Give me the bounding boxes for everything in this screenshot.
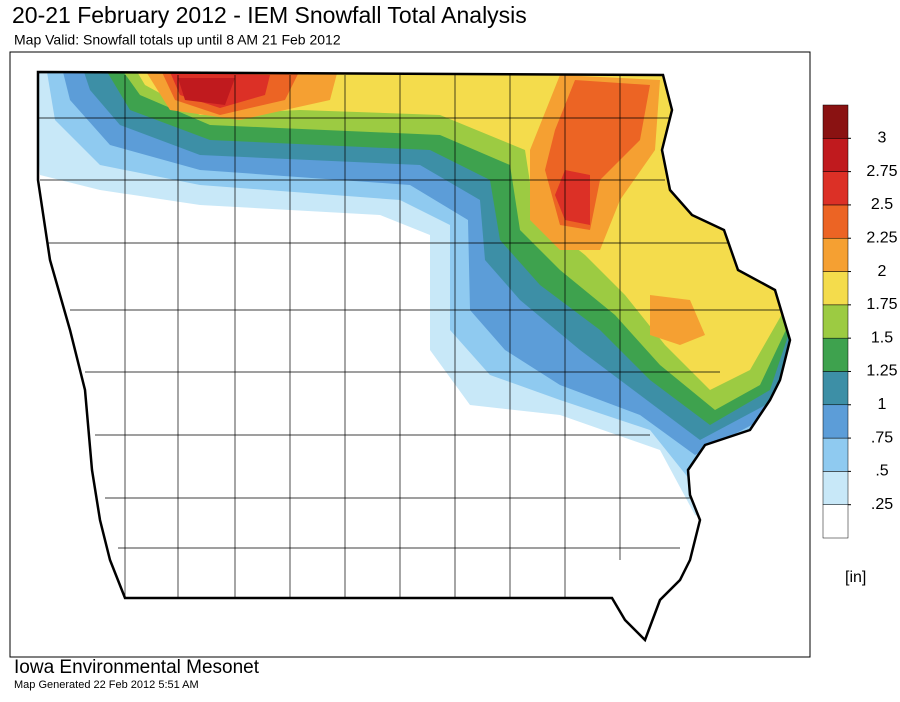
legend-swatch bbox=[822, 138, 849, 172]
legend-tick-label: 2.75 bbox=[866, 163, 897, 180]
contour-fill bbox=[178, 78, 235, 105]
legend-swatch bbox=[822, 204, 849, 239]
county-lines bbox=[38, 75, 785, 598]
snowfall-contours bbox=[38, 72, 790, 640]
legend-swatch bbox=[822, 271, 849, 306]
legend-tick-label: 1.5 bbox=[871, 329, 893, 346]
legend-swatch bbox=[822, 171, 849, 206]
legend-swatch bbox=[822, 404, 849, 439]
legend-tick-label: 1 bbox=[878, 396, 887, 413]
footer-org: Iowa Environmental Mesonet bbox=[14, 657, 260, 678]
legend-unit: [in] bbox=[845, 569, 866, 586]
legend-tick-label: 1.25 bbox=[866, 363, 897, 380]
legend-tick-label: .5 bbox=[875, 463, 888, 480]
legend-tick-label: 2 bbox=[878, 263, 887, 280]
legend-swatch bbox=[822, 437, 849, 472]
legend-swatch bbox=[822, 104, 849, 139]
footer-generated: Map Generated 22 Feb 2012 5:51 AM bbox=[14, 679, 199, 691]
legend-tick-label: 2.5 bbox=[871, 196, 893, 213]
legend-tick-label: .75 bbox=[871, 429, 893, 446]
legend-swatch bbox=[822, 471, 849, 505]
legend-tick-label: .25 bbox=[871, 496, 893, 513]
title: 20-21 February 2012 - IEM Snowfall Total… bbox=[12, 2, 527, 28]
legend-swatch bbox=[822, 237, 849, 272]
subtitle: Map Valid: Snowfall totals up until 8 AM… bbox=[14, 32, 341, 48]
legend-swatch bbox=[822, 337, 849, 372]
legend-swatch bbox=[822, 504, 849, 539]
state-outline bbox=[36, 70, 792, 643]
legend-tick-label: 3 bbox=[878, 130, 887, 147]
legend-swatch bbox=[822, 304, 849, 339]
legend-swatch bbox=[822, 371, 849, 406]
legend-tick-label: 2.25 bbox=[866, 229, 897, 246]
legend-tick-label: 1.75 bbox=[866, 296, 897, 313]
map-frame bbox=[9, 51, 811, 658]
legend: .25 .5 .75 1 1.25 1.5 1.75 2 2.25 2.5 2.75 3 bbox=[822, 104, 898, 539]
